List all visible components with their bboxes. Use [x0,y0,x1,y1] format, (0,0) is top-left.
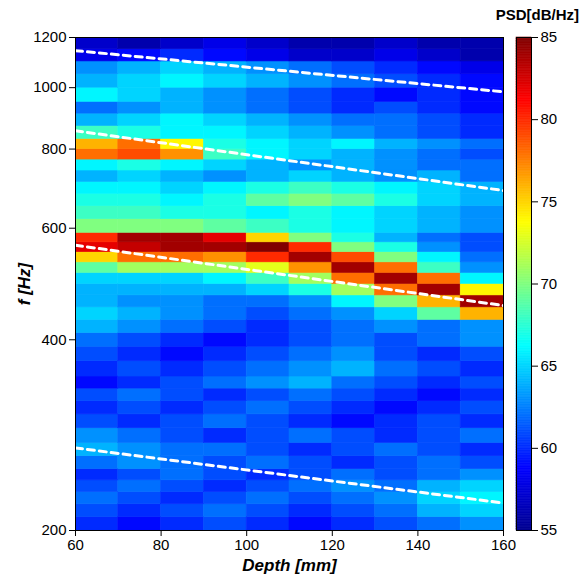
svg-text:65: 65 [541,357,558,374]
svg-text:800: 800 [41,140,66,157]
svg-text:120: 120 [320,536,345,553]
svg-text:600: 600 [41,219,66,236]
svg-text:400: 400 [41,331,66,348]
svg-text:Depth [mm]: Depth [mm] [242,556,338,575]
svg-text:80: 80 [153,536,170,553]
svg-text:1000: 1000 [33,78,66,95]
svg-text:75: 75 [541,193,558,210]
svg-text:f [Hz]: f [Hz] [15,261,34,305]
svg-text:100: 100 [234,536,259,553]
svg-text:70: 70 [541,275,558,292]
svg-text:60: 60 [541,439,558,456]
svg-text:200: 200 [41,521,66,538]
svg-text:60: 60 [67,536,84,553]
svg-text:55: 55 [541,521,558,538]
svg-text:1200: 1200 [33,28,66,45]
svg-text:85: 85 [541,28,558,45]
svg-text:80: 80 [541,110,558,127]
svg-text:160: 160 [491,536,516,553]
svg-text:140: 140 [405,536,430,553]
html-text:PSD[dB/Hz]: PSD[dB/Hz] [495,6,579,23]
